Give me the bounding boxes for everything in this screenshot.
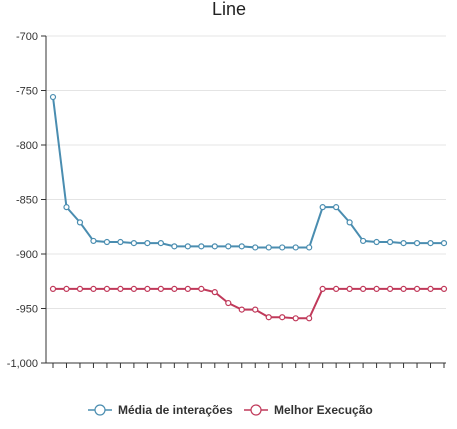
data-point	[292, 244, 299, 251]
y-tick-label: -800	[16, 140, 38, 152]
data-point	[184, 285, 191, 292]
y-tick-label: -1,000	[7, 358, 38, 370]
data-point	[413, 240, 421, 247]
data-point	[333, 285, 340, 292]
legend-label: Média de interações	[118, 403, 233, 417]
series-layer	[49, 93, 448, 322]
data-point	[198, 285, 205, 292]
data-point	[117, 238, 124, 246]
data-point	[252, 244, 259, 251]
data-point	[76, 219, 84, 226]
data-point	[130, 240, 137, 247]
data-point	[130, 285, 137, 292]
data-point	[373, 238, 380, 246]
data-point	[306, 315, 313, 322]
data-point	[211, 243, 218, 250]
y-tick-label: -700	[16, 31, 38, 43]
data-point	[198, 243, 205, 250]
data-point	[144, 240, 151, 247]
legend-marker	[250, 404, 262, 416]
data-point	[103, 285, 111, 292]
data-point	[252, 306, 259, 313]
grid-lines	[46, 35, 446, 309]
legend: Média de interações Melhor Execução	[88, 403, 373, 417]
data-point	[76, 285, 84, 292]
data-point	[90, 237, 97, 245]
data-point	[63, 285, 70, 292]
legend-item-2: Melhor Execução	[244, 403, 373, 417]
data-point	[427, 240, 434, 247]
data-point	[386, 238, 394, 246]
data-point	[360, 237, 367, 245]
data-point	[225, 299, 232, 307]
data-point	[400, 285, 407, 292]
axes: -700 -750 -800 -850 -900 -950 -1,000	[7, 31, 446, 370]
data-point	[413, 285, 421, 292]
data-point	[211, 289, 218, 296]
data-point	[427, 285, 434, 292]
data-point	[386, 285, 394, 292]
y-tick-label: -900	[16, 249, 38, 261]
data-point	[440, 285, 448, 292]
data-point	[49, 93, 57, 101]
data-point	[157, 285, 164, 292]
series-1	[49, 93, 448, 251]
y-tick-label: -850	[16, 195, 38, 207]
legend-item-1: Média de interações	[88, 403, 233, 417]
data-point	[346, 285, 353, 292]
data-point	[117, 285, 124, 292]
legend-marker	[94, 404, 106, 416]
data-point	[333, 204, 340, 211]
data-point	[157, 240, 164, 247]
data-point	[238, 243, 245, 250]
data-point	[360, 285, 367, 292]
data-point	[90, 285, 97, 292]
data-point	[319, 285, 326, 292]
data-point	[49, 285, 57, 292]
data-point	[279, 314, 286, 321]
y-tick-label: -750	[16, 86, 38, 98]
series-line	[52, 96, 444, 249]
chart-title: Line	[212, 0, 246, 19]
data-point	[265, 244, 272, 251]
data-point	[144, 285, 151, 292]
y-tick-label: -950	[16, 304, 38, 316]
data-point	[440, 240, 448, 247]
data-point	[171, 243, 178, 250]
data-point	[171, 285, 178, 292]
data-point	[292, 315, 299, 322]
data-point	[400, 240, 407, 247]
data-point	[184, 243, 191, 250]
data-point	[238, 306, 245, 313]
series-2	[49, 285, 448, 322]
data-point	[373, 285, 380, 292]
data-point	[225, 243, 232, 250]
series-line	[53, 287, 444, 320]
data-point	[306, 244, 313, 251]
data-point	[319, 204, 326, 211]
data-point	[103, 238, 111, 246]
legend-label: Melhor Execução	[274, 403, 373, 417]
data-point	[63, 204, 70, 211]
data-point	[279, 244, 286, 251]
data-point	[265, 314, 272, 321]
data-point	[346, 219, 353, 226]
